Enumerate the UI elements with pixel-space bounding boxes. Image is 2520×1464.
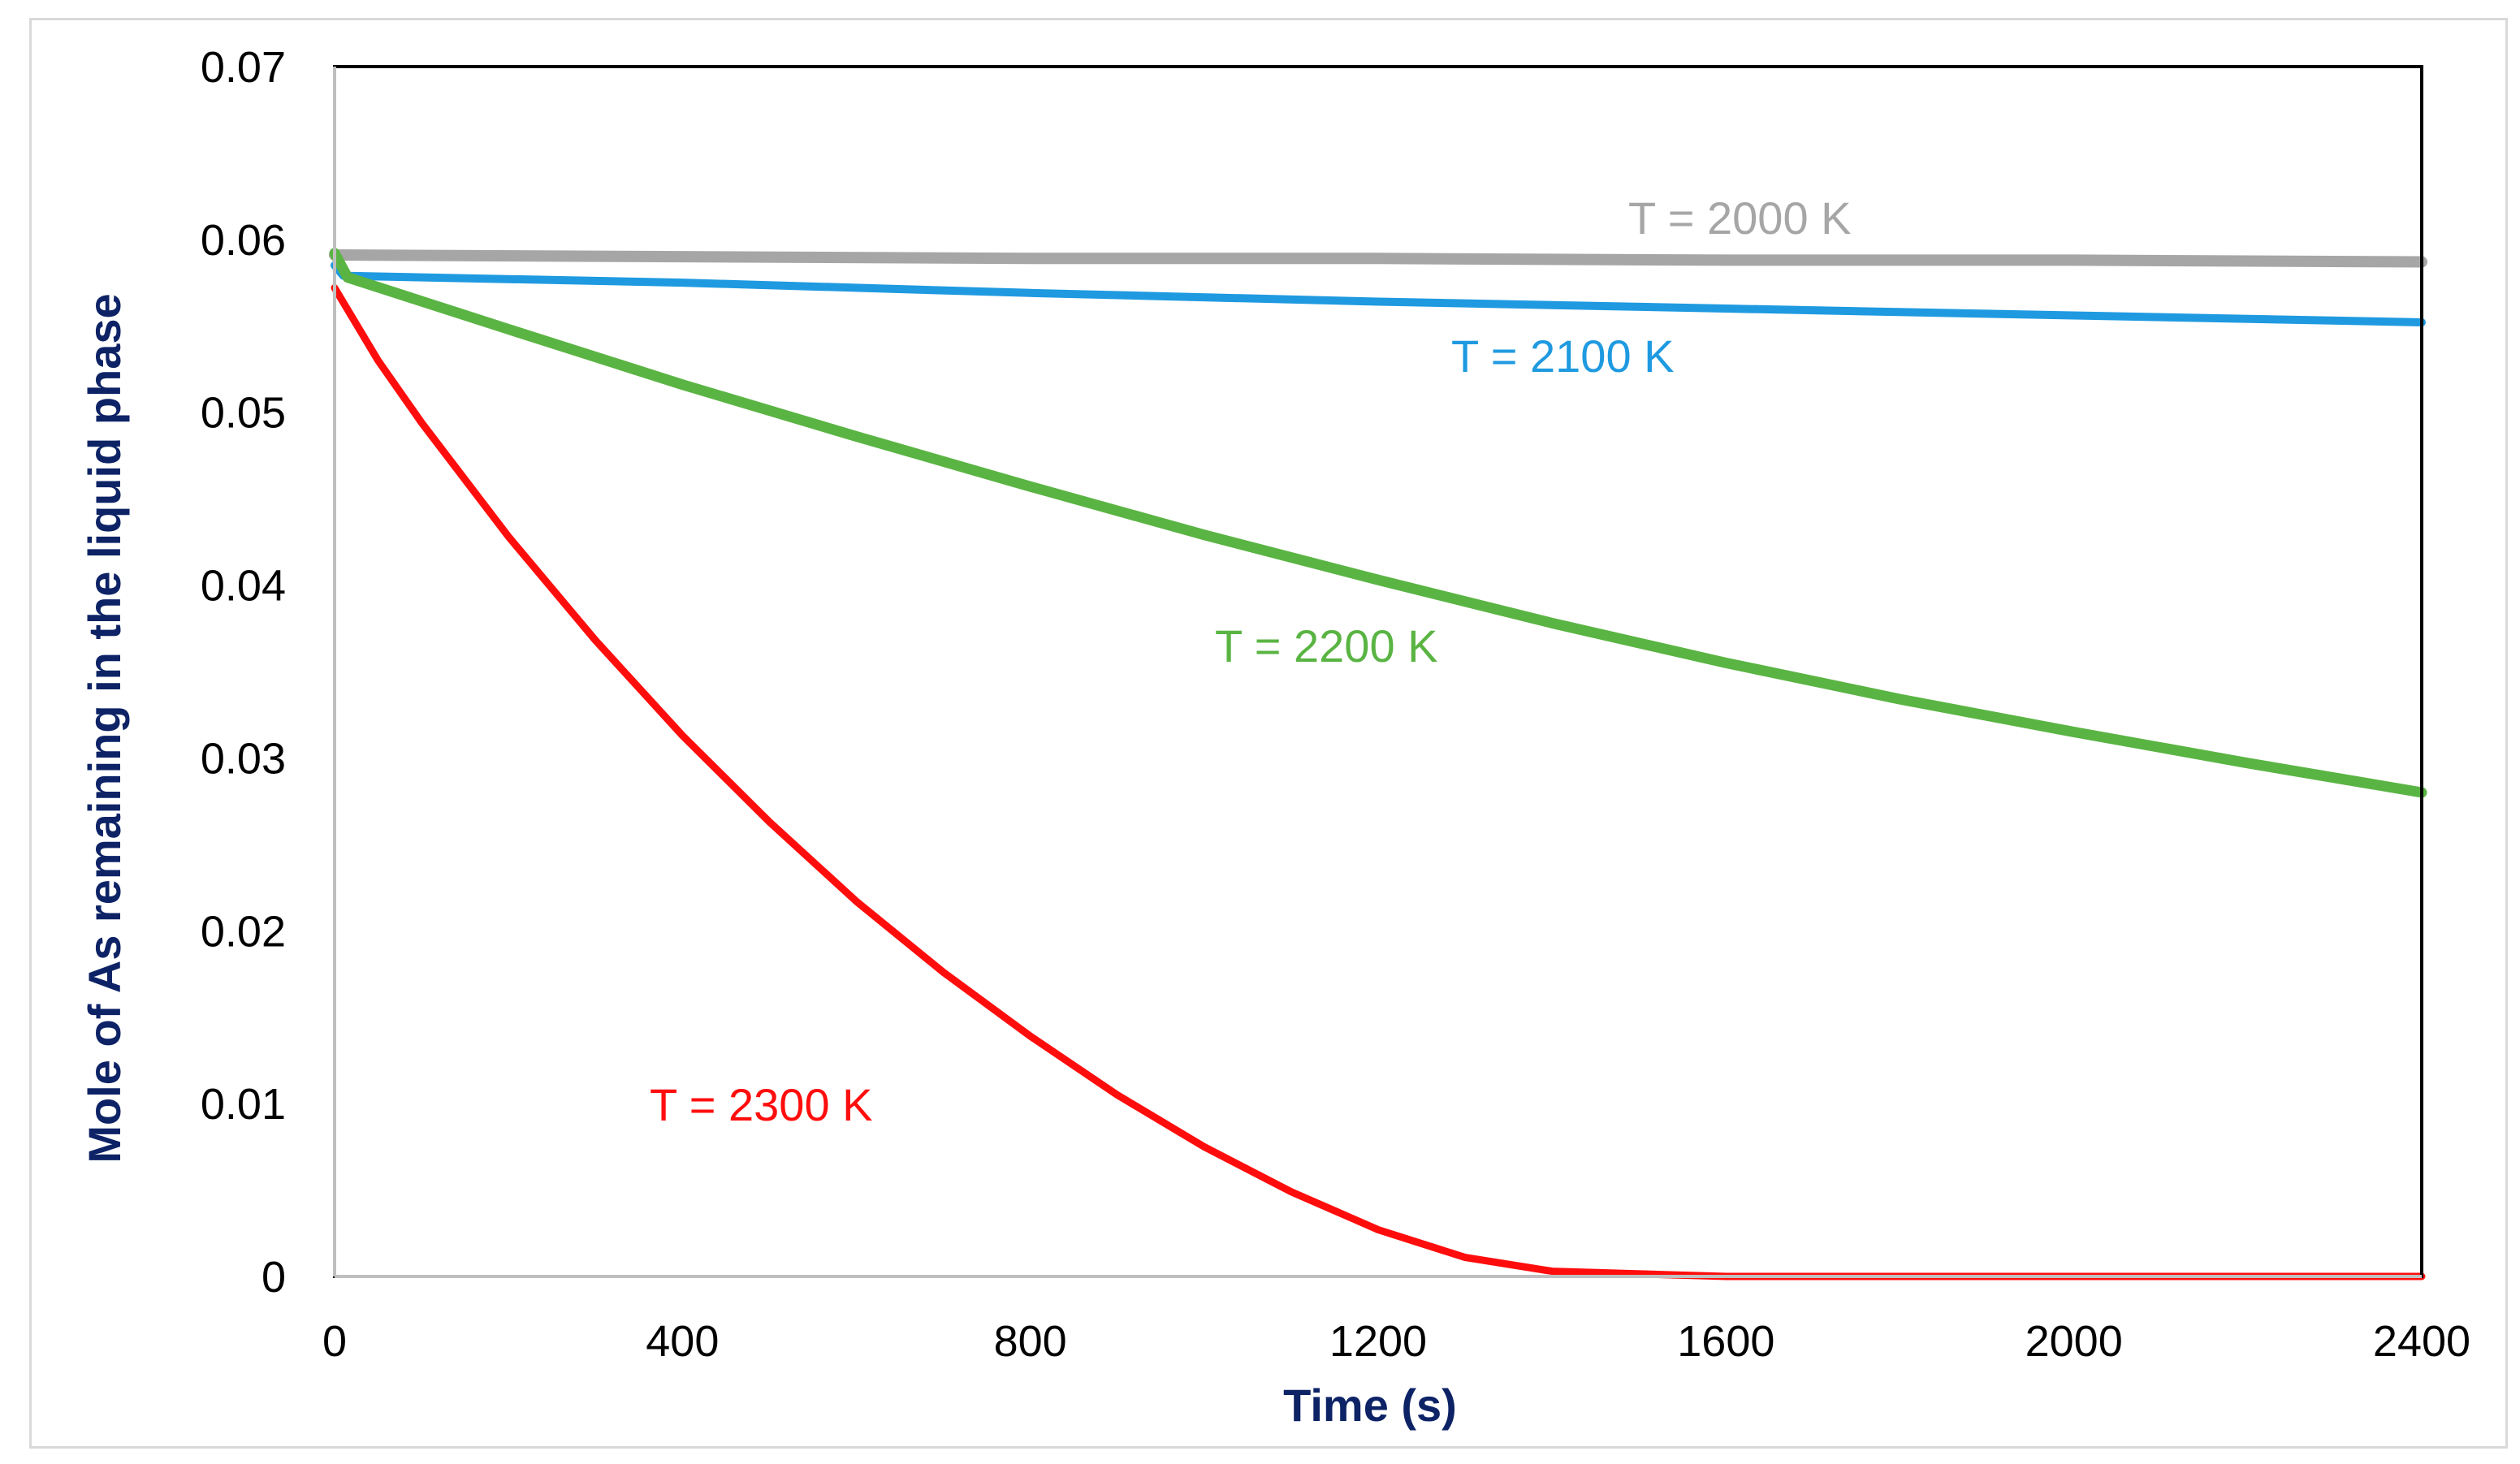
x-tick-label: 1200 <box>1329 1317 1427 1366</box>
y-tick-label: 0.03 <box>201 734 286 783</box>
plot-area-border <box>333 65 2423 1278</box>
x-tick-label: 400 <box>646 1317 719 1366</box>
y-axis-title: Mole of As remaining in the liquid phase <box>79 293 130 1163</box>
y-tick-label: 0.07 <box>201 43 286 92</box>
x-axis-ticks: 0 400 800 1200 1600 2000 2400 <box>322 1317 2470 1366</box>
series-line <box>329 248 2427 798</box>
y-axis-ticks: 0 0.01 0.02 0.03 0.04 0.05 0.06 0.07 <box>201 43 286 1302</box>
x-tick-label: 800 <box>994 1317 1067 1366</box>
series-label: T = 2100 K <box>1451 330 1675 382</box>
y-tick-label: 0.06 <box>201 216 286 265</box>
x-tick-label: 2400 <box>2373 1317 2470 1366</box>
y-tick-label: 0.01 <box>201 1080 286 1129</box>
y-tick-label: 0.02 <box>201 907 286 956</box>
series-layer <box>329 248 2427 1280</box>
series-labels: T = 2000 K T = 2100 K T = 2200 K T = 2300 K <box>650 192 1852 1130</box>
series-line <box>331 284 2426 1280</box>
x-tick-label: 2000 <box>2025 1317 2123 1366</box>
x-tick-label: 1600 <box>1677 1317 1774 1366</box>
series-label: T = 2000 K <box>1628 192 1852 244</box>
x-axis-title: Time (s) <box>1283 1380 1457 1431</box>
series-label: T = 2200 K <box>1215 620 1438 672</box>
series-line <box>329 249 2427 268</box>
x-tick-label: 0 <box>322 1317 347 1366</box>
y-tick-label: 0.04 <box>201 562 286 611</box>
series-line <box>331 261 2426 326</box>
series-label: T = 2300 K <box>650 1079 873 1130</box>
y-tick-label: 0.05 <box>201 389 286 438</box>
y-tick-label: 0 <box>262 1253 286 1302</box>
